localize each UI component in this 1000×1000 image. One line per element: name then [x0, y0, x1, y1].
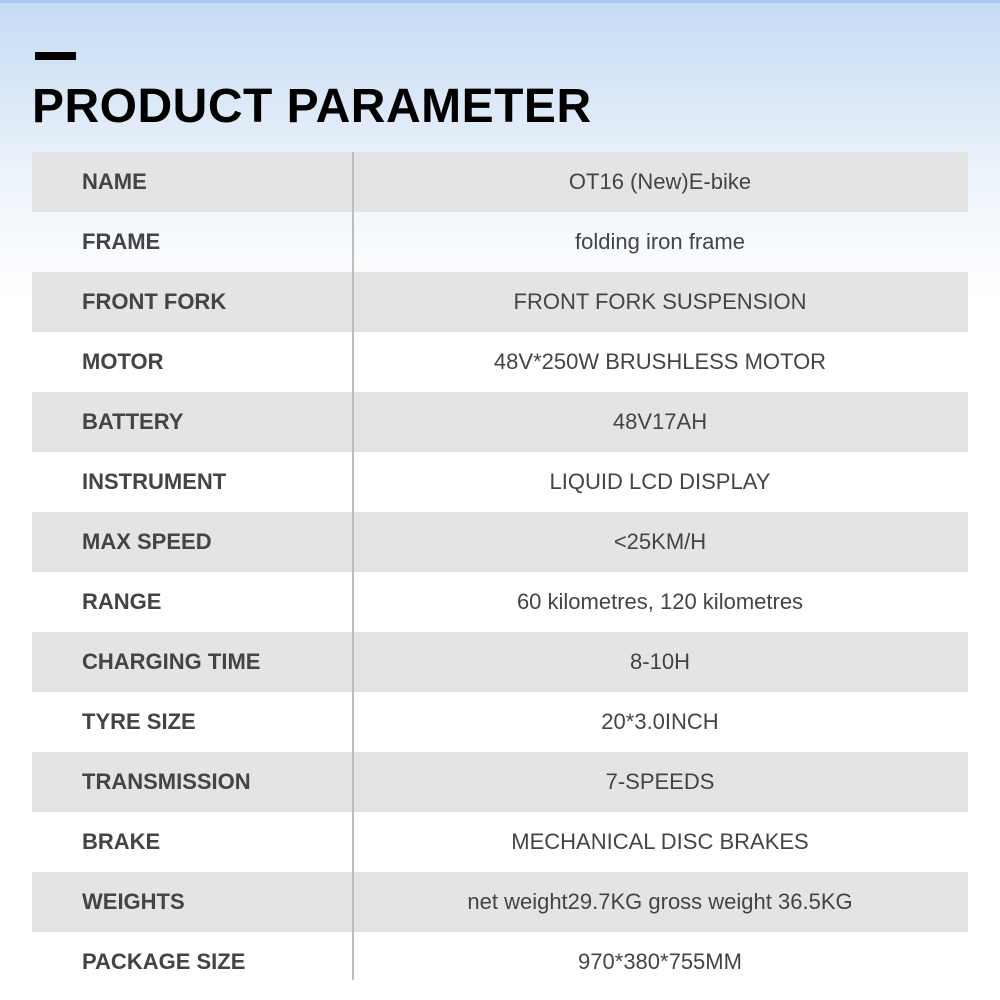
spec-row: WEIGHTS net weight29.7KG gross weight 36.… — [32, 872, 968, 932]
spec-value: 48V*250W BRUSHLESS MOTOR — [493, 349, 827, 374]
spec-row: CHARGING TIME 8-10H — [32, 632, 968, 692]
spec-label: MOTOR — [82, 349, 164, 374]
spec-row: PACKAGE SIZE 970*380*755MM — [32, 932, 968, 992]
spec-value: net weight29.7KG gross weight 36.5KG — [467, 889, 853, 914]
spec-value: LIQUID LCD DISPLAY — [549, 469, 771, 494]
spec-value: 970*380*755MM — [578, 949, 742, 974]
page-title: PRODUCT PARAMETER — [32, 80, 592, 133]
spec-value: folding iron frame — [575, 229, 745, 254]
spec-label: BATTERY — [82, 409, 184, 434]
spec-label: CHARGING TIME — [82, 649, 261, 674]
spec-label: MAX SPEED — [82, 529, 212, 554]
spec-row: TRANSMISSION 7-SPEEDS — [32, 752, 968, 812]
spec-value: FRONT FORK SUSPENSION — [513, 289, 807, 314]
spec-label: BRAKE — [82, 829, 161, 854]
spec-table: NAME OT16 (New)E-bike FRAME folding iron fr… — [32, 152, 968, 992]
spec-row: FRAME folding iron frame — [32, 212, 968, 272]
column-divider — [352, 152, 354, 980]
spec-value: 8-10H — [630, 649, 690, 674]
spec-row: BRAKE MECHANICAL DISC BRAKES — [32, 812, 968, 872]
spec-label: TYRE SIZE — [82, 709, 196, 734]
spec-label: NAME — [82, 169, 147, 194]
spec-row: MOTOR 48V*250W BRUSHLESS MOTOR — [32, 332, 968, 392]
spec-label: FRAME — [82, 229, 161, 254]
title-accent-bar — [35, 52, 76, 60]
spec-value: 60 kilometres, 120 kilometres — [516, 589, 804, 614]
spec-row: FRONT FORK FRONT FORK SUSPENSION — [32, 272, 968, 332]
spec-row: TYRE SIZE 20*3.0INCH — [32, 692, 968, 752]
spec-value: 7-SPEEDS — [605, 769, 715, 794]
spec-row: NAME OT16 (New)E-bike — [32, 152, 968, 212]
top-border — [0, 0, 1000, 3]
spec-value: <25KM/H — [613, 529, 707, 554]
spec-value: MECHANICAL DISC BRAKES — [511, 829, 809, 854]
spec-value: OT16 (New)E-bike — [568, 169, 752, 194]
spec-label: INSTRUMENT — [82, 469, 227, 494]
spec-label: WEIGHTS — [82, 889, 185, 914]
spec-label: RANGE — [82, 589, 162, 614]
spec-row: MAX SPEED <25KM/H — [32, 512, 968, 572]
spec-label: TRANSMISSION — [82, 769, 251, 794]
spec-row: BATTERY 48V17AH — [32, 392, 968, 452]
spec-label: FRONT FORK — [82, 289, 227, 314]
spec-label: PACKAGE SIZE — [82, 949, 246, 974]
spec-row: RANGE 60 kilometres, 120 kilometres — [32, 572, 968, 632]
spec-value: 48V17AH — [612, 409, 708, 434]
spec-value: 20*3.0INCH — [601, 709, 719, 734]
spec-row: INSTRUMENT LIQUID LCD DISPLAY — [32, 452, 968, 512]
